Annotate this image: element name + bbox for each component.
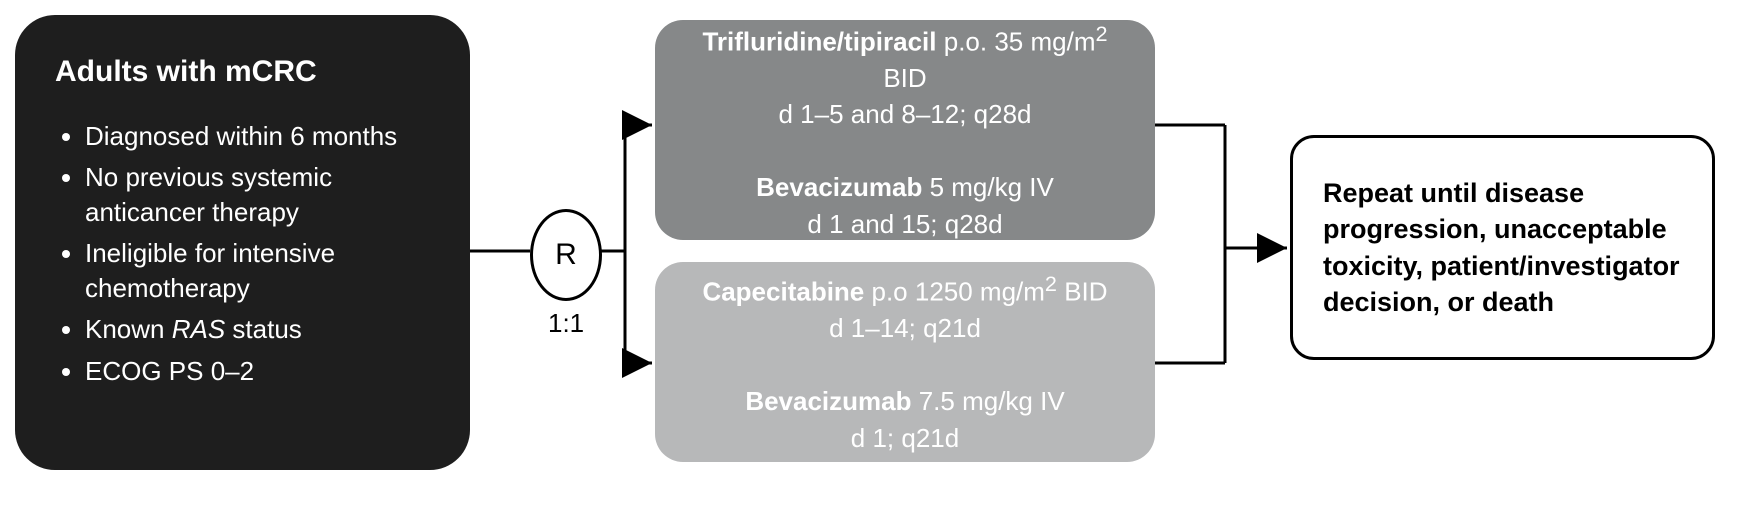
arm-line: Bevacizumab 7.5 mg/kg IV bbox=[655, 383, 1155, 420]
arm-line: d 1 and 15; q28d bbox=[655, 206, 1155, 243]
outcome-line: toxicity, patient/investigator bbox=[1323, 248, 1682, 284]
flowchart-canvas: Adults with mCRC Diagnosed within 6 mont… bbox=[0, 0, 1750, 505]
arm-b-box: Capecitabine p.o 1250 mg/m2 BIDd 1–14; q… bbox=[655, 262, 1155, 462]
randomization-node: R bbox=[530, 209, 602, 301]
eligibility-title: Adults with mCRC bbox=[55, 55, 440, 89]
arm-line: Capecitabine p.o 1250 mg/m2 BID bbox=[655, 268, 1155, 310]
arm-a-box: Trifluridine/tipiracil p.o. 35 mg/m2BIDd… bbox=[655, 20, 1155, 240]
outcome-box: Repeat until diseaseprogression, unaccep… bbox=[1290, 135, 1715, 360]
randomization-ratio: 1:1 bbox=[548, 308, 584, 339]
arm-line bbox=[655, 347, 1155, 384]
arm-line: d 1–14; q21d bbox=[655, 310, 1155, 347]
eligibility-box: Adults with mCRC Diagnosed within 6 mont… bbox=[15, 15, 470, 470]
arm-line: d 1–5 and 8–12; q28d bbox=[655, 96, 1155, 133]
arm-line bbox=[655, 133, 1155, 170]
arm-line: Trifluridine/tipiracil p.o. 35 mg/m2 bbox=[655, 18, 1155, 60]
arm-line: Bevacizumab 5 mg/kg IV bbox=[655, 169, 1155, 206]
outcome-line: decision, or death bbox=[1323, 284, 1682, 320]
eligibility-item: Ineligible for intensive chemotherapy bbox=[85, 236, 440, 306]
outcome-line: progression, unacceptable bbox=[1323, 211, 1682, 247]
outcome-line: Repeat until disease bbox=[1323, 175, 1682, 211]
eligibility-item: No previous systemic anticancer therapy bbox=[85, 160, 440, 230]
eligibility-list: Diagnosed within 6 months No previous sys… bbox=[55, 119, 440, 389]
randomization-letter: R bbox=[555, 238, 577, 272]
arm-line: BID bbox=[655, 60, 1155, 97]
eligibility-item: Known RAS status bbox=[85, 312, 440, 347]
eligibility-item: Diagnosed within 6 months bbox=[85, 119, 440, 154]
arm-line: d 1; q21d bbox=[655, 420, 1155, 457]
eligibility-item: ECOG PS 0–2 bbox=[85, 354, 440, 389]
